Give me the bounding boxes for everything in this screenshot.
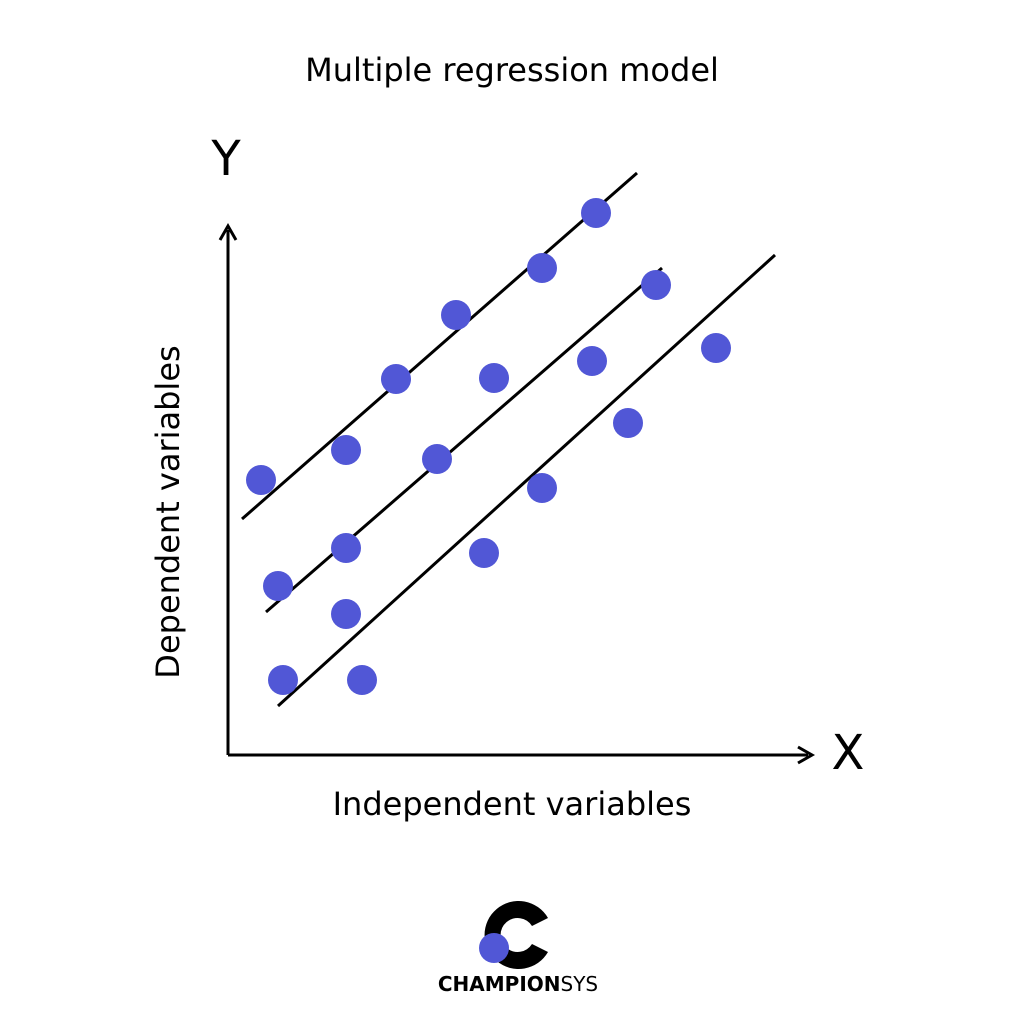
- point: [581, 198, 611, 228]
- point: [469, 538, 499, 568]
- point: [613, 408, 643, 438]
- point: [701, 333, 731, 363]
- logo-regular: SYS: [561, 972, 599, 996]
- point: [268, 665, 298, 695]
- logo-dot: [479, 933, 509, 963]
- regression-line: [265, 266, 663, 614]
- y-axis-label: Dependent variables: [149, 345, 187, 678]
- point: [381, 364, 411, 394]
- point: [263, 571, 293, 601]
- x-arrow: [797, 745, 816, 765]
- regression-lines: [241, 171, 777, 708]
- point: [331, 435, 361, 465]
- point: [527, 253, 557, 283]
- regression-line: [276, 253, 777, 708]
- point: [331, 533, 361, 563]
- title: Multiple regression model: [305, 51, 719, 89]
- y-axis-letter: Y: [210, 131, 241, 187]
- x-axis-letter: X: [832, 725, 865, 781]
- logo-bold: CHAMPION: [438, 972, 561, 996]
- point: [347, 665, 377, 695]
- point: [527, 473, 557, 503]
- x-axis-label: Independent variables: [333, 785, 692, 823]
- point: [331, 599, 361, 629]
- regression-line: [241, 171, 638, 521]
- logo: CHAMPIONSYS: [438, 901, 598, 996]
- point: [422, 444, 452, 474]
- point: [479, 363, 509, 393]
- point: [577, 346, 607, 376]
- y-arrow: [218, 222, 238, 241]
- point: [641, 270, 671, 300]
- axes: [218, 222, 816, 765]
- point: [441, 300, 471, 330]
- logo-text: CHAMPIONSYS: [438, 972, 598, 996]
- points: [246, 198, 731, 695]
- point: [246, 465, 276, 495]
